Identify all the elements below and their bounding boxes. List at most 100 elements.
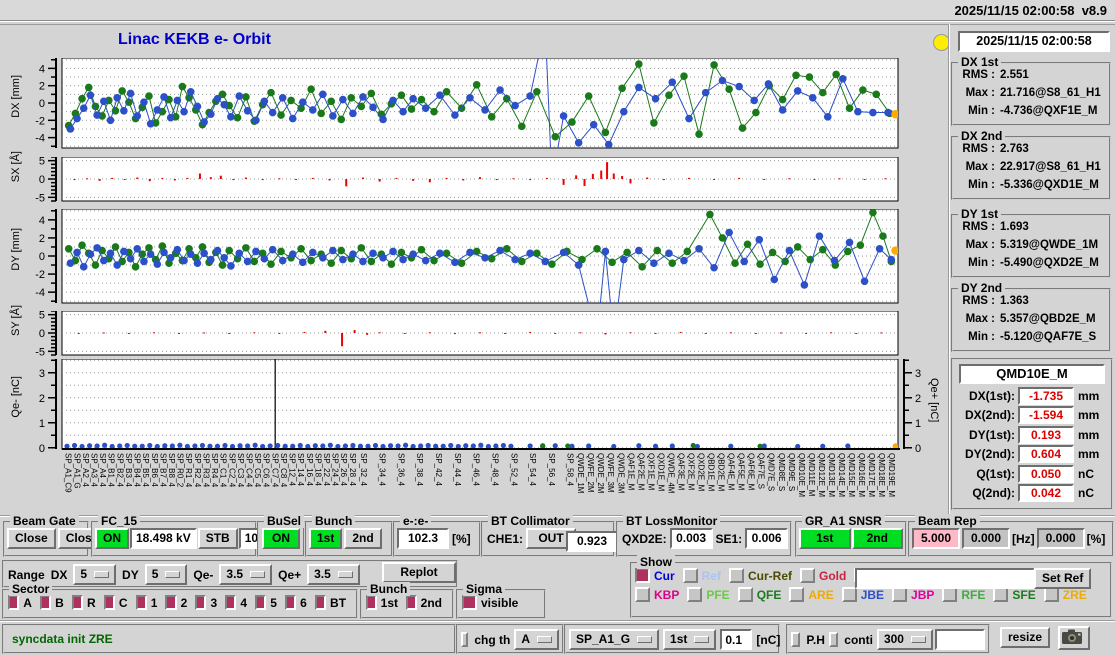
sector-a-checkbox[interactable]	[8, 595, 20, 610]
show-gold-checkbox[interactable]	[800, 568, 816, 583]
beam-rep-set-value: 5.000	[912, 528, 960, 549]
show-qfe-checkbox[interactable]	[737, 587, 753, 602]
bpm-tick-label: SP_C2_4	[227, 453, 237, 488]
sector-c-checkbox[interactable]	[103, 595, 115, 610]
sidebar-divider	[948, 24, 950, 514]
sector-bt-checkbox[interactable]	[314, 595, 327, 610]
show-ref-checkbox[interactable]	[682, 568, 698, 583]
monitor-row-label: Q(2nd):	[972, 486, 1015, 501]
replot-button[interactable]: Replot	[382, 562, 456, 583]
bpm-tick-label: SP_B5_4	[141, 453, 151, 487]
bpm-tick-label: SP_C7_4	[270, 453, 280, 488]
bpm-tick-label: QWDE_4M	[666, 453, 676, 494]
range-dx-select[interactable]: 5	[73, 564, 117, 585]
ref-file-input[interactable]	[855, 568, 1035, 589]
range-qe-select[interactable]: 3.5	[307, 564, 360, 585]
stat-box-dy-2nd: DY 2nd RMS : 1.363 Max : 5.357@QBD2E_M Min :-…	[951, 281, 1111, 352]
bunch-1st-button[interactable]: 1st	[309, 528, 343, 549]
count-select[interactable]: 300	[876, 629, 933, 650]
range-bar: Range DX 5 DY 5 Qe- 3.5 Qe+ 3.5	[2, 560, 458, 588]
stat-row-label: RMS :	[962, 143, 995, 155]
show-pfe-checkbox[interactable]	[687, 587, 703, 602]
show-rfe-checkbox[interactable]	[942, 587, 958, 602]
busel-on-button[interactable]: ON	[262, 528, 300, 549]
show-gold-label: Gold	[819, 568, 847, 583]
range-qe-select[interactable]: 3.5	[219, 564, 273, 585]
sp-bunch-select[interactable]: 1st	[663, 629, 717, 650]
monitor-row-label: DY(1st):	[968, 427, 1015, 442]
chg-th-checkbox[interactable]	[461, 632, 469, 647]
sector-b-label: B	[55, 595, 64, 610]
stat-row-value: 1.693	[1000, 221, 1029, 233]
show-sfe-checkbox[interactable]	[993, 587, 1009, 602]
sigma-visible-checkbox[interactable]	[462, 595, 477, 610]
show-kbp-checkbox[interactable]	[635, 587, 650, 602]
show-zre-checkbox[interactable]	[1043, 587, 1059, 602]
beam-gate-close1-button[interactable]: Close	[7, 528, 56, 549]
show-cur-checkbox[interactable]	[635, 568, 650, 583]
sector-2-checkbox[interactable]	[165, 595, 177, 610]
sp-name-select[interactable]: SP_A1_G	[569, 629, 660, 650]
gr-snsr-1st-button[interactable]: 1st	[799, 528, 851, 549]
chg-th-select[interactable]: A	[514, 629, 559, 650]
bunch-2nd-button[interactable]: 2nd	[344, 528, 382, 549]
svg-text:-4: -4	[35, 133, 45, 145]
sector-3-checkbox[interactable]	[195, 595, 207, 610]
sector-b-checkbox[interactable]	[39, 595, 52, 610]
show-jbp-checkbox[interactable]	[892, 587, 908, 602]
bpm-tick-label: SP_B7_4	[158, 453, 168, 487]
snapshot-button[interactable]	[1058, 626, 1090, 650]
bunch-2nd-checkbox[interactable]	[406, 595, 417, 610]
svg-text:-2: -2	[35, 269, 45, 281]
charge-threshold-input[interactable]	[720, 629, 753, 650]
stat-row: Min : -5.336@QXD1E_M	[953, 176, 1109, 194]
fc15-stb-button[interactable]: STB	[197, 528, 238, 549]
bpm-tick-label: SP_26_4	[339, 453, 349, 486]
monitor-row-value: 0.193	[1018, 425, 1074, 444]
monitor-row-label: DX(2nd):	[965, 408, 1015, 423]
bpm-tick-label: SP_R2_4	[192, 453, 202, 488]
stat-row-value: 5.357@QBD2E_M	[1000, 313, 1096, 325]
ee-ratio-value: 102.3	[397, 528, 449, 549]
show-jbe-checkbox[interactable]	[841, 587, 857, 602]
bpm-tick-label: QMD10E_M	[796, 453, 806, 498]
monitor-row: DY(2nd): 0.604 mm	[953, 445, 1111, 465]
resize-button[interactable]: resize	[1000, 627, 1051, 648]
conti-checkbox[interactable]	[828, 632, 839, 647]
ee-ratio-title: e-:e-	[400, 514, 432, 528]
statusbar-message-box: syncdata init ZRE	[2, 624, 456, 654]
option-dash-icon	[337, 571, 353, 578]
svg-text:4: 4	[39, 63, 45, 75]
bpm-tick-label: QWDE_2M	[596, 453, 606, 494]
stat-row-value: 5.319@QWDE_1M	[1000, 239, 1099, 251]
bunch-1st-checkbox[interactable]	[366, 595, 377, 610]
option-dash-icon	[694, 636, 710, 643]
ph-checkbox[interactable]	[791, 632, 801, 647]
show-cur-ref-checkbox[interactable]	[729, 568, 745, 583]
sector-4-checkbox[interactable]	[225, 595, 237, 610]
fc15-on-button[interactable]: ON	[95, 528, 129, 549]
option-dash-icon	[94, 571, 110, 578]
sector-5-checkbox[interactable]	[255, 595, 267, 610]
bpm-tick-label: QWFE_3M	[606, 453, 616, 493]
bt-lossmonitor-group: BT LossMonitor QXD2E: 0.003 SE1: 0.006	[616, 514, 792, 557]
sector-r-checkbox[interactable]	[71, 595, 83, 610]
show-are-checkbox[interactable]	[789, 587, 805, 602]
bpm-tick-label: SP_C6_4	[261, 453, 271, 488]
monitor-row-unit: mm	[1078, 447, 1100, 462]
option-dash-icon	[165, 571, 181, 578]
fc15-kv-value: 18.498 kV	[130, 528, 197, 549]
sector-6-checkbox[interactable]	[284, 595, 297, 610]
gr-snsr-2nd-button[interactable]: 2nd	[851, 528, 903, 549]
monitor-row: DY(1st): 0.193 mm	[953, 425, 1111, 445]
stat-box-dx-1st: DX 1st RMS : 2.551 Max : 21.716@S8_61_H1 Min …	[951, 55, 1111, 126]
show-jbp-label: JBP	[911, 587, 935, 602]
sx-plot: -5 0 5	[35, 157, 899, 204]
bpm-monitor-panel: QMD10E_M DX(1st): -1.735 mm DX(2nd): -1.594 m…	[951, 358, 1113, 510]
bpm-tick-label: QAF3E_M	[676, 453, 686, 491]
set-ref-button[interactable]: Set Ref	[1034, 568, 1092, 589]
sector-1-checkbox[interactable]	[135, 595, 147, 610]
range-label: Range	[8, 567, 45, 582]
range-dy-select[interactable]: 5	[144, 564, 188, 585]
count-input[interactable]	[934, 629, 985, 650]
